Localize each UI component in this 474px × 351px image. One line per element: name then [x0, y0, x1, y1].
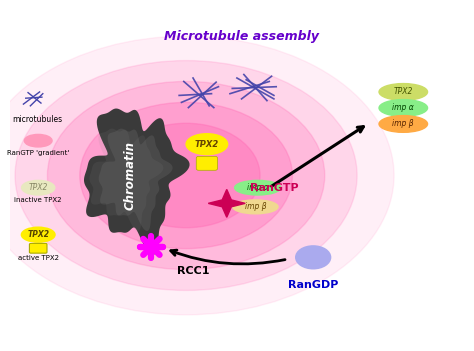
- Ellipse shape: [47, 81, 325, 270]
- Ellipse shape: [233, 200, 278, 214]
- Text: TPX2: TPX2: [27, 230, 49, 239]
- Ellipse shape: [186, 134, 228, 154]
- Polygon shape: [208, 190, 245, 217]
- Text: imp β: imp β: [245, 202, 266, 211]
- Ellipse shape: [379, 100, 428, 116]
- Ellipse shape: [379, 115, 428, 132]
- Ellipse shape: [296, 246, 330, 269]
- Polygon shape: [99, 128, 173, 231]
- FancyBboxPatch shape: [29, 243, 47, 253]
- Text: RCC1: RCC1: [177, 266, 210, 276]
- Text: microtubules: microtubules: [12, 114, 63, 124]
- Text: Chromatin: Chromatin: [123, 141, 136, 210]
- Text: Microtubule assembly: Microtubule assembly: [164, 30, 319, 43]
- Ellipse shape: [379, 84, 428, 100]
- Text: imp β: imp β: [392, 119, 414, 128]
- Ellipse shape: [235, 180, 281, 195]
- Text: active TPX2: active TPX2: [18, 255, 59, 261]
- Text: imp α: imp α: [392, 104, 414, 112]
- Ellipse shape: [15, 61, 357, 290]
- Text: imp α: imp α: [247, 183, 269, 192]
- Text: inactive TPX2: inactive TPX2: [14, 197, 62, 203]
- Polygon shape: [84, 108, 190, 255]
- Ellipse shape: [21, 180, 55, 195]
- Text: RanGTP 'gradient': RanGTP 'gradient': [7, 151, 69, 157]
- Text: TPX2: TPX2: [28, 183, 48, 192]
- Text: TPX2: TPX2: [393, 87, 413, 97]
- Ellipse shape: [21, 227, 55, 242]
- Text: RanGTP: RanGTP: [250, 183, 299, 193]
- Text: TPX2: TPX2: [195, 140, 219, 149]
- Text: RanGDP: RanGDP: [288, 280, 338, 290]
- Polygon shape: [90, 128, 164, 231]
- Ellipse shape: [80, 102, 292, 249]
- Ellipse shape: [112, 123, 260, 228]
- Ellipse shape: [24, 134, 52, 147]
- Ellipse shape: [0, 36, 394, 315]
- FancyBboxPatch shape: [196, 156, 218, 170]
